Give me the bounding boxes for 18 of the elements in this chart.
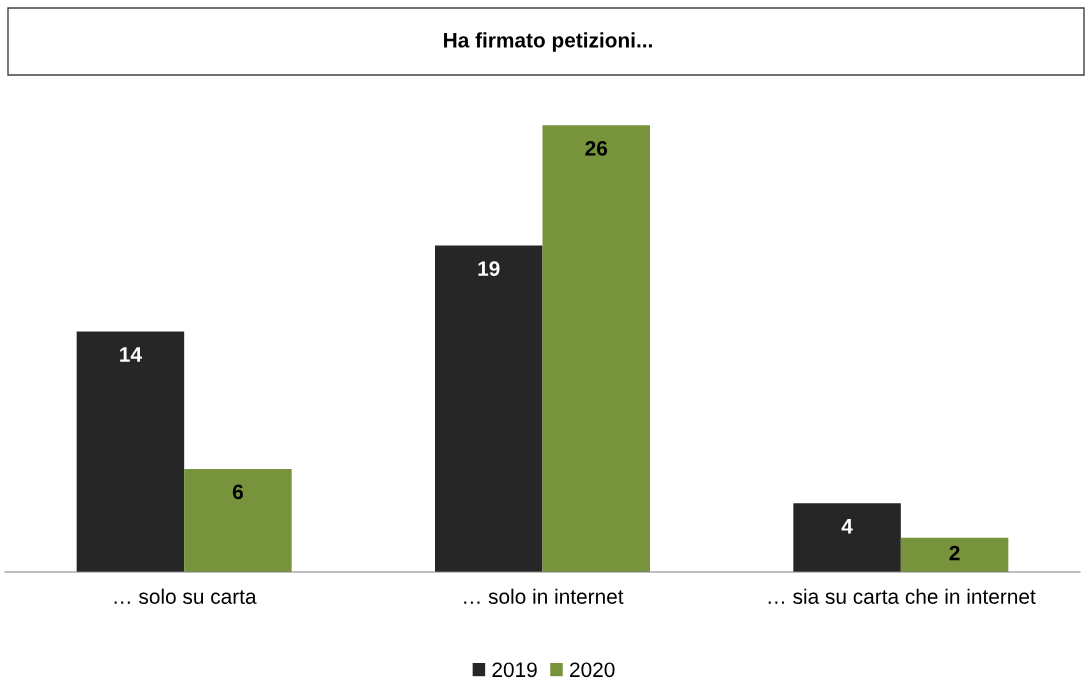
bar [900, 537, 1009, 572]
chart-title: Ha firmato petizioni... [444, 32, 652, 52]
x-tick-label: … solo in internet [464, 588, 624, 604]
x-tick-label: … solo su carta [114, 588, 257, 604]
data-label: 26 [585, 140, 608, 156]
data-label: 19 [478, 261, 500, 276]
x-tick-label: … sia su carta che in internet [768, 588, 1036, 604]
bar [184, 468, 292, 572]
legend-label: 2019 [492, 662, 537, 678]
legend-label: 2020 [570, 662, 615, 678]
data-label: 2 [949, 545, 960, 561]
bar [542, 125, 650, 572]
bar [793, 503, 901, 572]
bar [76, 331, 185, 572]
data-label: 14 [120, 347, 142, 362]
data-label: 4 [841, 519, 853, 534]
bar [435, 245, 543, 572]
data-label: 6 [232, 484, 243, 500]
